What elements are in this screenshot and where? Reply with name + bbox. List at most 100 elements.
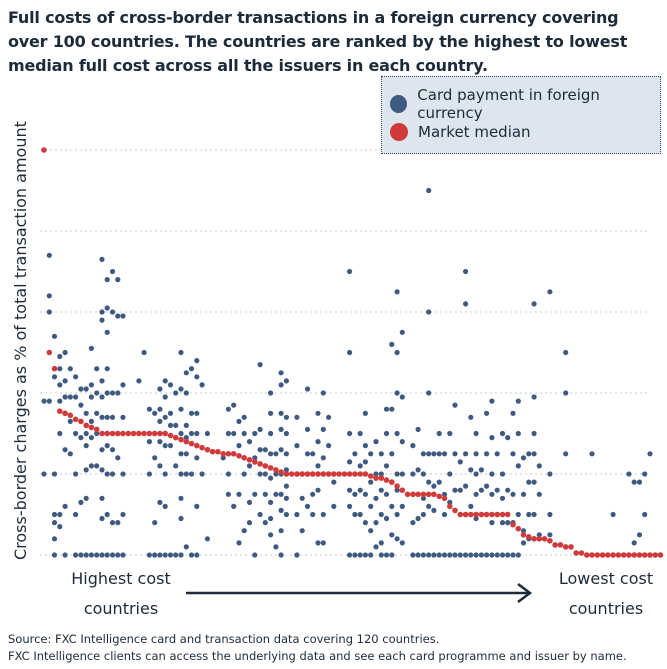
market-median-point [109, 430, 116, 437]
market-median-point [336, 471, 342, 477]
card-payment-point [236, 418, 242, 424]
card-payment-point [104, 390, 110, 396]
card-payment-point [410, 443, 416, 449]
card-payment-point [173, 390, 179, 396]
card-payment-point [268, 515, 274, 522]
card-payment-point [94, 552, 100, 558]
card-payment-point [452, 552, 458, 558]
card-payment-point [88, 435, 94, 441]
card-payment-point [294, 511, 300, 518]
card-payment-point [183, 544, 189, 550]
card-payment-point [73, 394, 79, 400]
market-median-point [478, 511, 485, 518]
legend-dot-market-median [390, 123, 408, 141]
card-payment-point [426, 390, 432, 396]
card-payment-point [452, 402, 458, 408]
card-payment-point [489, 471, 495, 477]
card-payment-point [447, 552, 453, 558]
market-median-point [468, 511, 474, 518]
card-payment-point [536, 491, 542, 497]
market-median-point [536, 536, 543, 542]
market-median-point [172, 434, 179, 441]
card-payment-point [373, 471, 379, 477]
card-payment-point [167, 552, 174, 558]
card-payment-point [347, 459, 353, 465]
market-median-point [499, 511, 506, 518]
market-median-point [510, 521, 516, 528]
card-payment-point [304, 386, 311, 392]
card-payment-point [283, 495, 289, 501]
card-payment-point [563, 390, 569, 396]
card-payment-point [304, 503, 311, 509]
card-payment-point [389, 406, 395, 412]
market-median-point [626, 552, 632, 558]
card-payment-point [220, 455, 226, 461]
market-median-point [457, 511, 464, 518]
card-payment-point [183, 471, 189, 477]
card-payment-point [104, 552, 110, 558]
card-payment-point [452, 451, 458, 457]
card-payment-point [183, 422, 189, 428]
card-payment-point [94, 366, 100, 372]
card-payment-point [531, 451, 537, 457]
card-payment-point [188, 552, 195, 558]
card-payment-point [420, 511, 426, 518]
card-payment-point [515, 398, 521, 404]
card-payment-point [294, 414, 300, 420]
card-payment-point [447, 499, 453, 505]
market-median-points [41, 147, 664, 558]
card-payment-point [51, 471, 58, 477]
market-median-point [552, 542, 558, 548]
card-payment-point [262, 447, 268, 453]
card-payment-point [473, 471, 479, 477]
card-payment-point [320, 426, 326, 432]
card-payment-point [188, 471, 195, 477]
card-payment-point [389, 341, 395, 347]
card-payment-point [99, 552, 105, 558]
card-payment-point [152, 455, 158, 461]
market-median-point [220, 451, 226, 457]
card-payment-point [315, 439, 321, 445]
card-payment-point [257, 447, 263, 453]
market-median-point [641, 552, 648, 558]
market-median-point [99, 430, 105, 437]
market-median-point [304, 471, 311, 477]
card-payment-point [78, 499, 84, 505]
card-payment-point [415, 515, 421, 522]
card-payment-point [57, 353, 63, 360]
card-payment-point [104, 366, 110, 372]
source-line-1: Source: FXC Intelligence card and transa… [8, 632, 440, 646]
card-payment-point [57, 524, 63, 530]
legend-dot-card-payment [390, 95, 408, 113]
card-payment-point [473, 430, 479, 437]
card-payment-point [120, 414, 126, 420]
card-payment-point [426, 187, 432, 194]
card-payment-point [394, 390, 400, 396]
market-median-point [594, 552, 601, 558]
card-payment-point [315, 487, 321, 493]
market-median-point [489, 511, 495, 518]
card-payment-point [62, 394, 68, 400]
market-median-point [346, 471, 353, 477]
card-payment-point [457, 552, 463, 558]
card-payment-point [347, 430, 353, 437]
market-median-point [288, 471, 295, 477]
market-median-point [610, 552, 616, 558]
card-payment-point [67, 366, 73, 372]
card-payment-point [268, 410, 274, 416]
card-payment-point [83, 443, 89, 449]
card-payment-point [104, 277, 110, 283]
card-payment-point [468, 414, 474, 420]
card-payment-point [383, 491, 390, 497]
card-payment-point [494, 487, 500, 493]
card-payment-point [241, 528, 247, 534]
card-payment-point [109, 447, 116, 453]
card-payment-point [104, 443, 110, 449]
card-payment-point [399, 439, 405, 445]
market-median-point [441, 495, 448, 502]
card-payment-point [268, 532, 274, 538]
card-payment-point [146, 552, 152, 558]
card-payment-point [410, 552, 416, 558]
market-median-point [425, 491, 432, 498]
market-median-point [378, 475, 385, 481]
